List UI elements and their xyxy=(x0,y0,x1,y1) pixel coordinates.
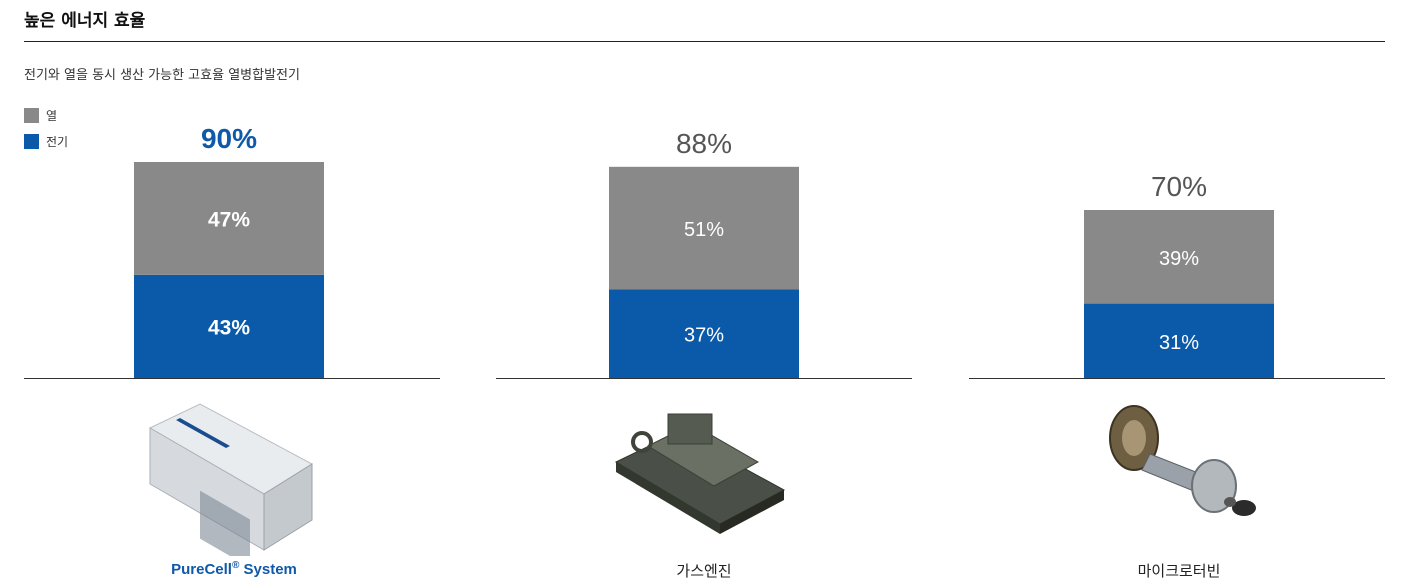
bar-segment-electric xyxy=(609,289,799,378)
data-label-electric: 43% xyxy=(208,316,250,339)
data-label-heat: 51% xyxy=(684,219,724,241)
data-label-electric: 37% xyxy=(684,325,724,347)
registered-mark: ® xyxy=(231,560,240,571)
data-label-total: 70% xyxy=(1151,171,1207,202)
data-label-heat: 47% xyxy=(208,208,250,231)
page-subtitle: 전기와 열을 동시 생산 가능한 고효율 열병합발전기 xyxy=(24,68,300,83)
legend-swatch-heat xyxy=(24,107,39,123)
bar-segment-heat xyxy=(609,166,799,290)
legend-swatch-electric xyxy=(24,133,39,149)
data-label-heat: 39% xyxy=(1159,248,1199,270)
caption-purecell-name: PureCell xyxy=(171,561,232,578)
legend-label-electric: 전기 xyxy=(46,134,69,149)
bar-segment-heat xyxy=(134,162,324,275)
bar-segment-electric xyxy=(1084,303,1274,378)
bar-segment-heat xyxy=(1084,210,1274,304)
gas-engine-illustration xyxy=(614,413,786,534)
page-title: 높은 에너지 효율 xyxy=(24,11,146,31)
data-label-total: 88% xyxy=(676,128,732,159)
bar-segment-electric xyxy=(134,274,324,378)
caption-purecell-suffix: System xyxy=(243,561,297,578)
legend-item-heat: 열 xyxy=(24,106,68,124)
data-label-electric: 31% xyxy=(1159,332,1199,354)
data-label-total: 90% xyxy=(201,123,257,154)
title-divider xyxy=(24,41,1385,42)
chart-legend: 열 전기 xyxy=(24,106,68,158)
caption-gas-engine: 가스엔진 xyxy=(676,562,732,580)
legend-item-electric: 전기 xyxy=(24,132,68,150)
purecell-unit-illustration xyxy=(148,403,313,556)
legend-label-heat: 열 xyxy=(46,108,58,123)
caption-micro-turbine: 마이크로터빈 xyxy=(1137,562,1221,580)
caption-purecell-system: PureCell® System xyxy=(82,560,386,578)
micro-turbine-illustration xyxy=(1109,405,1256,516)
